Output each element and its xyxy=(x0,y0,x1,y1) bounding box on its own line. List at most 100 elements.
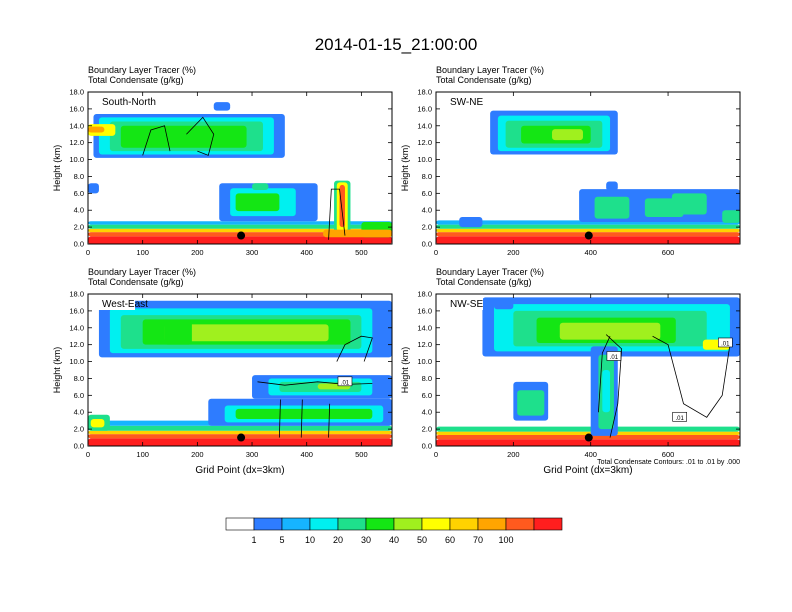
shade-region xyxy=(213,102,231,111)
shade-region xyxy=(164,324,329,342)
panel-title-tracer: Boundary Layer Tracer (%) xyxy=(436,65,544,75)
contour-line xyxy=(257,381,373,386)
x-tick-label: 300 xyxy=(246,450,259,459)
y-tick-label: 0.0 xyxy=(74,442,84,451)
contour-line xyxy=(142,125,171,156)
y-tick-label: 0.0 xyxy=(422,240,432,249)
shade-region xyxy=(671,193,707,215)
y-tick-label: 18.0 xyxy=(417,290,432,299)
shade-region xyxy=(252,183,269,190)
shade-region xyxy=(88,126,105,133)
colorbar-swatch xyxy=(533,517,563,531)
shade-region xyxy=(88,221,392,225)
y-tick-label: 8.0 xyxy=(74,374,84,383)
colorbar-swatch xyxy=(449,517,479,531)
panel-south-north: Boundary Layer Tracer (%)Total Condensat… xyxy=(52,65,393,257)
x-tick-label: 100 xyxy=(136,450,149,459)
contour-line xyxy=(278,399,281,438)
shade-region xyxy=(559,322,661,340)
y-axis-label: Height (km) xyxy=(400,347,410,394)
shade-region xyxy=(88,183,99,194)
shade-region xyxy=(88,224,392,229)
colorbar-swatch xyxy=(253,517,283,531)
plot-area xyxy=(436,92,740,244)
panel-label: SW-NE xyxy=(450,97,483,108)
contour-label-box xyxy=(718,337,733,348)
shade-region xyxy=(459,216,483,228)
shade-region xyxy=(436,236,740,244)
y-tick-label: 12.0 xyxy=(69,138,84,147)
x-tick-label: 400 xyxy=(584,248,597,257)
colorbar: 1 5 10 20 30 40 50 60 70 100 xyxy=(225,517,563,545)
y-tick-label: 8.0 xyxy=(422,374,432,383)
panel-title-condensate: Total Condensate (g/kg) xyxy=(88,75,184,85)
colorbar-swatch xyxy=(365,517,395,531)
contour-label: .01 xyxy=(341,380,350,386)
contour-line xyxy=(598,336,611,413)
contour-label-box xyxy=(337,376,353,387)
y-tick-label: 0.0 xyxy=(422,442,432,451)
colorbar-label: 30 xyxy=(361,535,371,545)
shade-region xyxy=(323,229,392,238)
y-tick-label: 10.0 xyxy=(417,155,432,164)
panel-title-tracer: Boundary Layer Tracer (%) xyxy=(88,267,196,277)
panel-title-tracer: Boundary Layer Tracer (%) xyxy=(88,65,196,75)
y-tick-label: 18.0 xyxy=(69,290,84,299)
y-tick-label: 6.0 xyxy=(422,391,432,400)
x-tick-label: 0 xyxy=(86,248,90,257)
y-tick-label: 10.0 xyxy=(69,155,84,164)
x-tick-label: 500 xyxy=(355,248,368,257)
y-tick-label: 6.0 xyxy=(74,391,84,400)
plot-area xyxy=(436,294,740,446)
location-marker xyxy=(237,433,246,442)
y-tick-label: 4.0 xyxy=(422,408,432,417)
panel-sw-ne: Boundary Layer Tracer (%)Total Condensat… xyxy=(400,65,741,257)
contour-label: .01 xyxy=(721,341,730,347)
contour-line xyxy=(605,334,623,438)
y-tick-label: 14.0 xyxy=(417,323,432,332)
panel-label: South-North xyxy=(102,97,156,108)
contour-line xyxy=(186,116,215,156)
x-tick-label: 200 xyxy=(191,450,204,459)
y-tick-label: 4.0 xyxy=(74,408,84,417)
plot-frame xyxy=(87,91,393,245)
contour-label: .01 xyxy=(610,355,619,361)
shade-region xyxy=(606,181,618,191)
colorbar-swatch xyxy=(309,517,339,531)
panel-label: West-East xyxy=(102,299,148,310)
x-axis-label: Grid Point (dx=3km) xyxy=(195,465,284,476)
panel-label-bg xyxy=(91,297,135,310)
colorbar-label: 40 xyxy=(389,535,399,545)
panel-nw-se: Boundary Layer Tracer (%)Total Condensat… xyxy=(400,267,741,476)
colorbar-swatch xyxy=(225,517,255,531)
colorbar-label: 5 xyxy=(279,535,284,545)
shade-region xyxy=(88,438,392,446)
location-marker xyxy=(584,433,593,442)
shade-region xyxy=(552,129,583,141)
shade-region xyxy=(120,125,247,148)
panel-title-tracer: Boundary Layer Tracer (%) xyxy=(436,267,544,277)
y-tick-label: 16.0 xyxy=(417,306,432,315)
shade-region xyxy=(436,439,740,446)
colorbar-label: 100 xyxy=(498,535,513,545)
shade-region xyxy=(90,418,105,428)
contour-line xyxy=(300,399,303,438)
location-marker xyxy=(584,231,593,240)
panel-title-condensate: Total Condensate (g/kg) xyxy=(88,277,184,287)
y-tick-label: 2.0 xyxy=(74,425,84,434)
y-tick-label: 10.0 xyxy=(69,357,84,366)
colorbar-label: 70 xyxy=(473,535,483,545)
shade-region xyxy=(164,321,192,345)
shade-region xyxy=(436,431,740,436)
colorbar-swatch xyxy=(393,517,423,531)
y-axis-label: Height (km) xyxy=(400,145,410,192)
y-axis-label: Height (km) xyxy=(52,145,62,192)
colorbar-swatch xyxy=(281,517,311,531)
y-tick-label: 14.0 xyxy=(69,121,84,130)
y-tick-label: 12.0 xyxy=(417,340,432,349)
panel-title-condensate: Total Condensate (g/kg) xyxy=(436,75,532,85)
y-axis-label: Height (km) xyxy=(52,347,62,394)
shade-region xyxy=(436,426,740,432)
panel-label: NW-SE xyxy=(450,299,483,310)
shade-region xyxy=(436,228,740,233)
